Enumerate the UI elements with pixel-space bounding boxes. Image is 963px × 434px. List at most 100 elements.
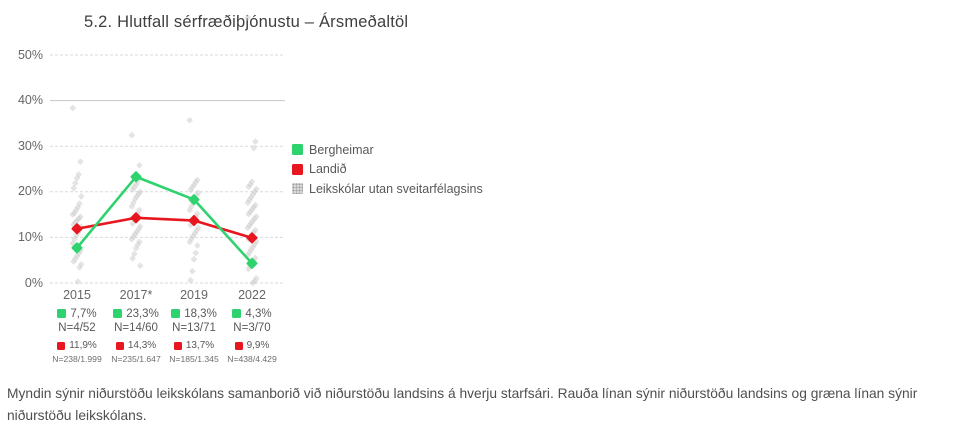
red-value-row: 13,7%	[162, 339, 226, 352]
scatter-point	[74, 278, 81, 285]
y-tick-label: 20%	[17, 184, 43, 199]
red-value-label: 13,7%	[185, 340, 215, 351]
green-square-icon	[232, 309, 242, 318]
scatter-point	[186, 117, 193, 124]
scatter-point	[192, 249, 199, 256]
legend-item: Bergheimar	[292, 140, 483, 160]
green-value-row: 18,3%	[162, 306, 226, 321]
chart-caption: Myndin sýnir niðurstöðu leikskólans sama…	[7, 386, 918, 423]
red-square-icon	[234, 341, 243, 350]
scatter-point	[186, 238, 193, 246]
data-point-marker	[188, 194, 200, 206]
green-value-label: 4,3%	[245, 307, 272, 320]
green-value-label: 23,3%	[126, 307, 159, 320]
red-value-label: 11,9%	[69, 340, 97, 351]
green-value-label: 18,3%	[184, 307, 217, 320]
legend-swatch-icon	[292, 163, 303, 175]
green-square-icon	[171, 309, 181, 318]
data-point-marker	[130, 212, 142, 224]
scatter-point	[136, 162, 143, 169]
x-tick-label: 2017*	[119, 288, 153, 302]
scatter-point	[128, 132, 135, 139]
red-square-icon	[173, 341, 182, 350]
x-tick-label: 2022	[238, 288, 266, 302]
legend-label: Leikskólar utan sveitarfélagsins	[309, 181, 483, 196]
data-point-marker	[246, 257, 258, 269]
green-value-label: 7,7%	[70, 307, 97, 320]
data-point-marker	[71, 242, 83, 254]
scatter-point	[129, 186, 136, 193]
scatter-point	[73, 175, 81, 182]
red-square-icon	[57, 341, 66, 350]
green-square-icon	[113, 309, 123, 318]
y-tick-label: 50%	[17, 47, 43, 62]
scatter-point	[132, 245, 140, 252]
scatter-point	[70, 185, 77, 192]
green-square-icon	[57, 309, 67, 318]
year-annotation-column: 23,3% N=14/60 14,3% N=235/1.647	[104, 302, 168, 365]
scatter-point	[77, 158, 84, 165]
green-n-label: N=3/70	[233, 322, 271, 334]
year-annotation-column: 4,3% N=3/70 9,9% N=438/4.429	[220, 302, 284, 365]
y-tick-label: 40%	[17, 93, 43, 108]
green-value-row: 4,3%	[220, 306, 284, 321]
chart-title: 5.2. Hlutfall sérfræðiþjónustu – Ársmeða…	[84, 13, 409, 31]
red-value-label: 14,3%	[127, 340, 157, 351]
data-point-marker	[188, 215, 200, 227]
green-value-row: 7,7%	[45, 306, 109, 321]
data-point-marker	[130, 171, 142, 183]
green-n-label: N=13/71	[172, 322, 216, 334]
scatter-point	[245, 183, 252, 190]
green-value-row: 23,3%	[104, 306, 168, 321]
scatter-point	[129, 255, 136, 262]
scatter-point	[250, 144, 257, 152]
scatter-point	[244, 199, 251, 206]
scatter-point	[244, 224, 251, 231]
series-line	[75, 175, 254, 265]
data-point-marker	[246, 232, 258, 244]
x-tick-label: 2015	[63, 288, 91, 302]
red-n-label: N=238/1.999	[52, 354, 102, 364]
red-value-row: 11,9%	[45, 339, 109, 352]
chart-legend: Bergheimar Landið Leikskólar utan sveitarf…	[292, 140, 483, 199]
red-n-label: N=185/1.345	[169, 354, 219, 364]
scatter-point	[187, 186, 194, 194]
scatter-point	[194, 242, 201, 249]
scatter-point	[69, 211, 76, 218]
red-value-row: 9,9%	[220, 339, 284, 352]
scatter-point	[245, 211, 252, 218]
green-n-label: N=14/60	[114, 322, 158, 334]
scatter-point	[249, 279, 256, 287]
red-n-label: N=235/1.647	[111, 354, 161, 364]
legend-label: Landið	[309, 162, 347, 177]
legend-item: Leikskólar utan sveitarfélagsins	[292, 179, 483, 199]
legend-swatch-icon	[292, 144, 303, 156]
scatter-point	[128, 236, 135, 243]
year-annotation-column: 7,7% N=4/52 11,9% N=238/1.999	[45, 302, 109, 365]
legend-label: Bergheimar	[309, 142, 374, 157]
year-annotation-column: 18,3% N=13/71 13,7% N=185/1.345	[162, 302, 226, 365]
red-square-icon	[115, 341, 124, 350]
scatter-point	[72, 180, 79, 187]
legend-swatch-icon	[292, 183, 303, 195]
scatter-point	[78, 193, 85, 200]
red-value-row: 14,3%	[104, 339, 168, 352]
y-tick-label: 0%	[24, 275, 43, 290]
scatter-point	[137, 262, 144, 269]
scatter-point	[252, 138, 259, 145]
scatter-point	[244, 14, 251, 21]
plot-svg	[50, 14, 285, 287]
red-value-label: 9,9%	[246, 340, 270, 351]
green-n-label: N=4/52	[58, 322, 96, 334]
scatter-point	[129, 220, 136, 227]
legend-item: Landið	[292, 160, 483, 180]
data-point-marker	[71, 223, 83, 235]
scatter-point	[190, 256, 198, 263]
scatter-point	[189, 268, 196, 275]
y-tick-label: 30%	[17, 138, 43, 153]
scatter-point	[70, 258, 77, 265]
scatter-point	[186, 206, 193, 214]
scatter-point	[76, 264, 83, 271]
scatter-point	[128, 203, 135, 210]
y-tick-label: 10%	[17, 229, 43, 244]
